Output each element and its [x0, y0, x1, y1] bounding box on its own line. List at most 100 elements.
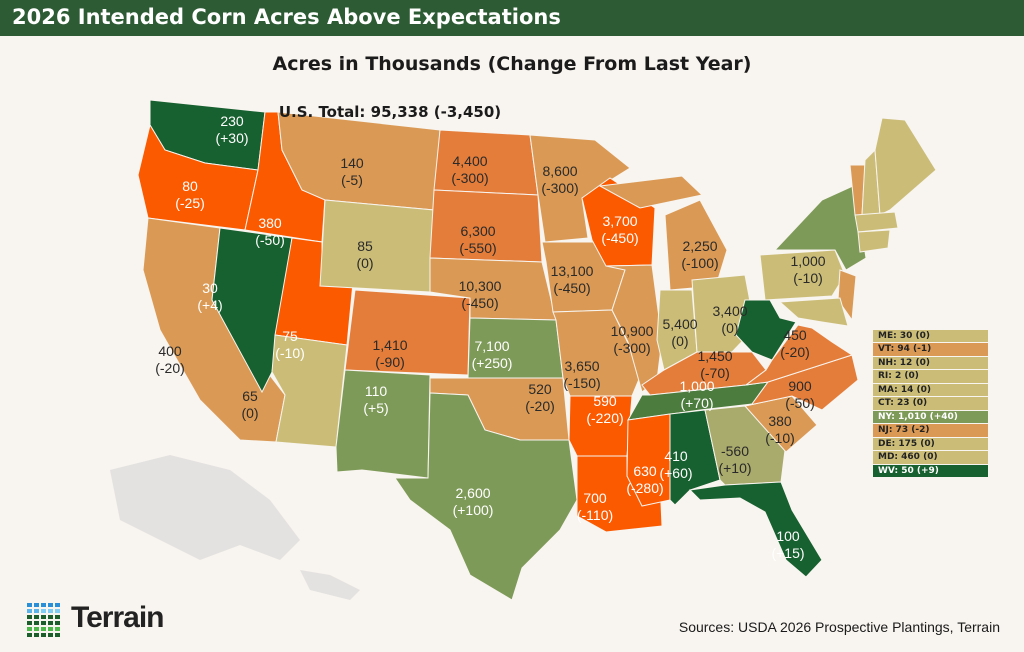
- state-change: (+70): [680, 395, 714, 411]
- logo-dot: [34, 609, 39, 613]
- state-label-la: 700 (-110): [577, 490, 613, 524]
- state-change: (+5): [363, 400, 389, 416]
- state-value: 6,300: [460, 223, 496, 239]
- state-value: 100: [776, 528, 800, 544]
- state-change: (-220): [586, 410, 624, 426]
- state-label-wy: 85 (0): [356, 238, 373, 272]
- logo-dot: [34, 633, 39, 637]
- state-value: 10,300: [458, 278, 502, 294]
- state-value: 2,250: [682, 238, 718, 254]
- state-label-ok: 520 (-20): [525, 381, 555, 415]
- legend-item: CT: 23 (0): [873, 397, 988, 410]
- state-change: (-300): [541, 180, 579, 196]
- logo-dot: [41, 633, 46, 637]
- state-ct: [857, 229, 891, 253]
- state-label-wa: 230 (+30): [215, 113, 248, 147]
- legend-item: VT: 94 (-1): [873, 343, 988, 356]
- logo-dot: [41, 621, 46, 625]
- logo-dot: [55, 627, 60, 631]
- logo-dot: [48, 633, 53, 637]
- state-change: (-20): [525, 398, 555, 414]
- logo-dot: [27, 621, 32, 625]
- logo-dot: [48, 603, 53, 607]
- state-change: (+100): [452, 502, 494, 518]
- legend-item: MD: 460 (0): [873, 451, 988, 464]
- state-change: (-450): [461, 295, 499, 311]
- logo-dot: [34, 621, 39, 625]
- state-change: (-50): [255, 232, 285, 248]
- state-change: (+30): [215, 130, 249, 146]
- state-ms: [626, 413, 671, 507]
- logo-dot: [41, 615, 46, 619]
- state-change: (-25): [175, 195, 205, 211]
- state-label-ms: 630 (-280): [626, 463, 663, 497]
- state-value: 1,450: [697, 348, 733, 364]
- state-value: 140: [340, 155, 364, 171]
- state-label-nm: 110 (+5): [363, 383, 388, 417]
- state-value: 10,900: [610, 323, 654, 339]
- state-label-ga: -560 (+10): [718, 443, 751, 477]
- state-tx: [394, 392, 578, 601]
- logo-dot: [41, 603, 46, 607]
- logo-dot: [55, 609, 60, 613]
- logo-dot: [27, 633, 32, 637]
- state-label-ky: 1,450 (-70): [697, 348, 732, 382]
- state-change: (-100): [681, 255, 719, 271]
- state-change: (-50): [785, 395, 815, 411]
- logo-dot: [41, 609, 46, 613]
- legend-item: ME: 30 (0): [873, 330, 988, 343]
- logo-dot: [55, 621, 60, 625]
- state-az: [271, 334, 348, 448]
- state-label-fl: 100 (+15): [771, 528, 804, 562]
- state-value: -560: [720, 443, 750, 459]
- state-change: (+15): [771, 545, 805, 561]
- state-label-mo: 3,650 (-150): [563, 358, 600, 392]
- state-label-ia: 13,100 (-450): [551, 263, 594, 297]
- state-value: 1,000: [679, 378, 715, 394]
- state-label-or: 80 (-25): [175, 178, 205, 212]
- state-label-mi: 2,250 (-100): [681, 238, 718, 272]
- state-value: 3,400: [712, 303, 748, 319]
- logo-dot: [48, 615, 53, 619]
- state-change: (+60): [659, 465, 693, 481]
- legend-item: NH: 12 (0): [873, 356, 988, 370]
- state-change: (-90): [375, 354, 405, 370]
- alaska-hawaii-silhouette: [110, 455, 360, 600]
- state-label-co: 1,410 (-90): [372, 337, 407, 371]
- state-va: [744, 324, 854, 386]
- logo-dot: [34, 615, 39, 619]
- state-change: (-70): [700, 365, 730, 381]
- logo-dot: [27, 609, 32, 613]
- state-mn: [529, 134, 631, 243]
- state-label-mt: 140 (-5): [340, 155, 363, 189]
- legend-item: NY: 1,010 (+40): [873, 410, 988, 424]
- title: 2026 Intended Corn Acres Above Expectati…: [12, 5, 561, 29]
- state-label-oh: 3,400 (0): [712, 303, 747, 337]
- state-value: 3,700: [602, 213, 638, 229]
- state-value: 410: [664, 448, 688, 464]
- legend-item: RI: 2 (0): [873, 370, 988, 383]
- state-label-nc: 900 (-50): [785, 378, 815, 412]
- state-change: (-300): [451, 170, 489, 186]
- state-value: 400: [158, 343, 182, 359]
- logo-dot: [34, 627, 39, 631]
- logo-dot: [41, 627, 46, 631]
- state-value: 2,600: [455, 485, 491, 501]
- state-value: 13,100: [550, 263, 594, 279]
- state-value: 85: [357, 238, 373, 254]
- state-label-nd: 4,400 (-300): [451, 153, 488, 187]
- state-miu: [598, 175, 704, 209]
- state-value: 520: [528, 381, 552, 397]
- state-change: (-10): [765, 430, 795, 446]
- state-change: (-450): [553, 280, 591, 296]
- state-value: 5,400: [662, 316, 698, 332]
- state-value: 700: [583, 490, 607, 506]
- state-value: 110: [364, 383, 388, 399]
- state-value: 900: [788, 378, 812, 394]
- state-value: 380: [768, 413, 792, 429]
- state-value: 7,100: [474, 338, 510, 354]
- legend-item: NJ: 73 (-2): [873, 424, 988, 437]
- state-ny: [773, 184, 867, 271]
- state-label-al: 410 (+60): [659, 448, 692, 482]
